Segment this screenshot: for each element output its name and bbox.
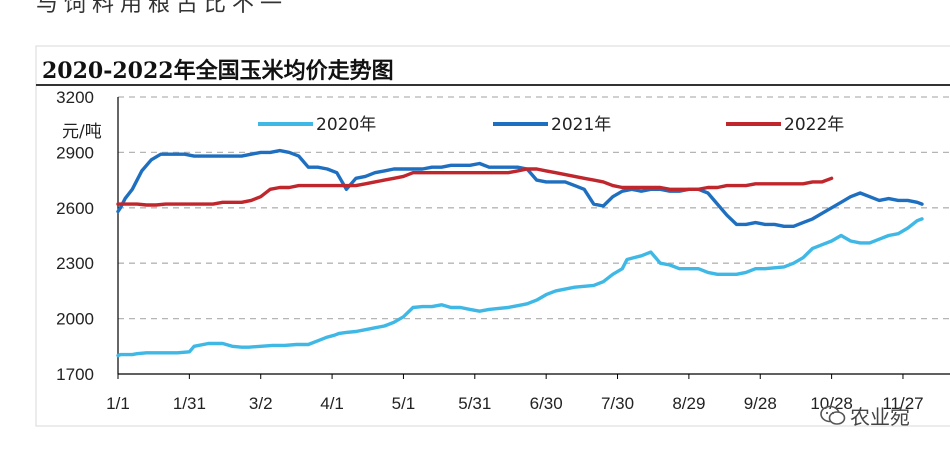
x-tick-label-10/28: 10/28 <box>810 394 853 413</box>
wechat-icon <box>820 405 846 425</box>
legend: 2020年 2021年 2022年 <box>258 115 844 135</box>
series-line-2021年 <box>116 148 924 229</box>
chart-title: 2020-2022年全国玉米均价走势图 <box>42 58 394 84</box>
x-tick-label-11/27: 11/27 <box>882 394 923 413</box>
legend-label-2022年: 2022年 <box>784 115 844 135</box>
x-tick-label-1/1: 1/1 <box>106 394 130 413</box>
grid-lines <box>118 96 950 320</box>
y-tick-label-2000: 2000 <box>56 310 94 329</box>
x-tick-label-9/28: 9/28 <box>744 394 777 413</box>
x-tick-label-1/31: 1/31 <box>173 394 206 413</box>
axes: 1700 2000 2300 2600 2900 3200 1/1 1/31 3/2 4/1 5/1… <box>56 88 950 413</box>
chart-frame <box>35 45 950 427</box>
x-tick-label-5/31: 5/31 <box>458 394 491 413</box>
series-line-2022年 <box>116 167 834 207</box>
y-axis-unit: 元/吨 <box>62 122 102 142</box>
y-tick-label-2300: 2300 <box>56 254 94 273</box>
x-tick-label-5/1: 5/1 <box>392 394 416 413</box>
x-tick-label-7/30: 7/30 <box>601 394 634 413</box>
chart-border <box>35 45 950 427</box>
header-text: 与饲料用粮占比不一 <box>36 0 289 17</box>
y-tick-label-2600: 2600 <box>56 199 94 218</box>
y-tick-label-3200: 3200 <box>56 88 94 107</box>
x-tick-label-3/2: 3/2 <box>249 394 273 413</box>
x-tick-label-8/29: 8/29 <box>672 394 705 413</box>
y-tick-label-2900: 2900 <box>56 143 94 162</box>
legend-label-2021年: 2021年 <box>551 115 611 135</box>
series-line-2020年 <box>116 217 924 358</box>
watermark: 农业宛 <box>820 401 910 430</box>
x-tick-label-4/1: 4/1 <box>320 394 344 413</box>
legend-label-2020年: 2020年 <box>316 115 376 135</box>
y-tick-label-1700: 1700 <box>56 365 94 384</box>
series-lines <box>116 148 924 358</box>
watermark-text: 农业宛 <box>850 405 910 429</box>
x-tick-label-6/30: 6/30 <box>530 394 563 413</box>
